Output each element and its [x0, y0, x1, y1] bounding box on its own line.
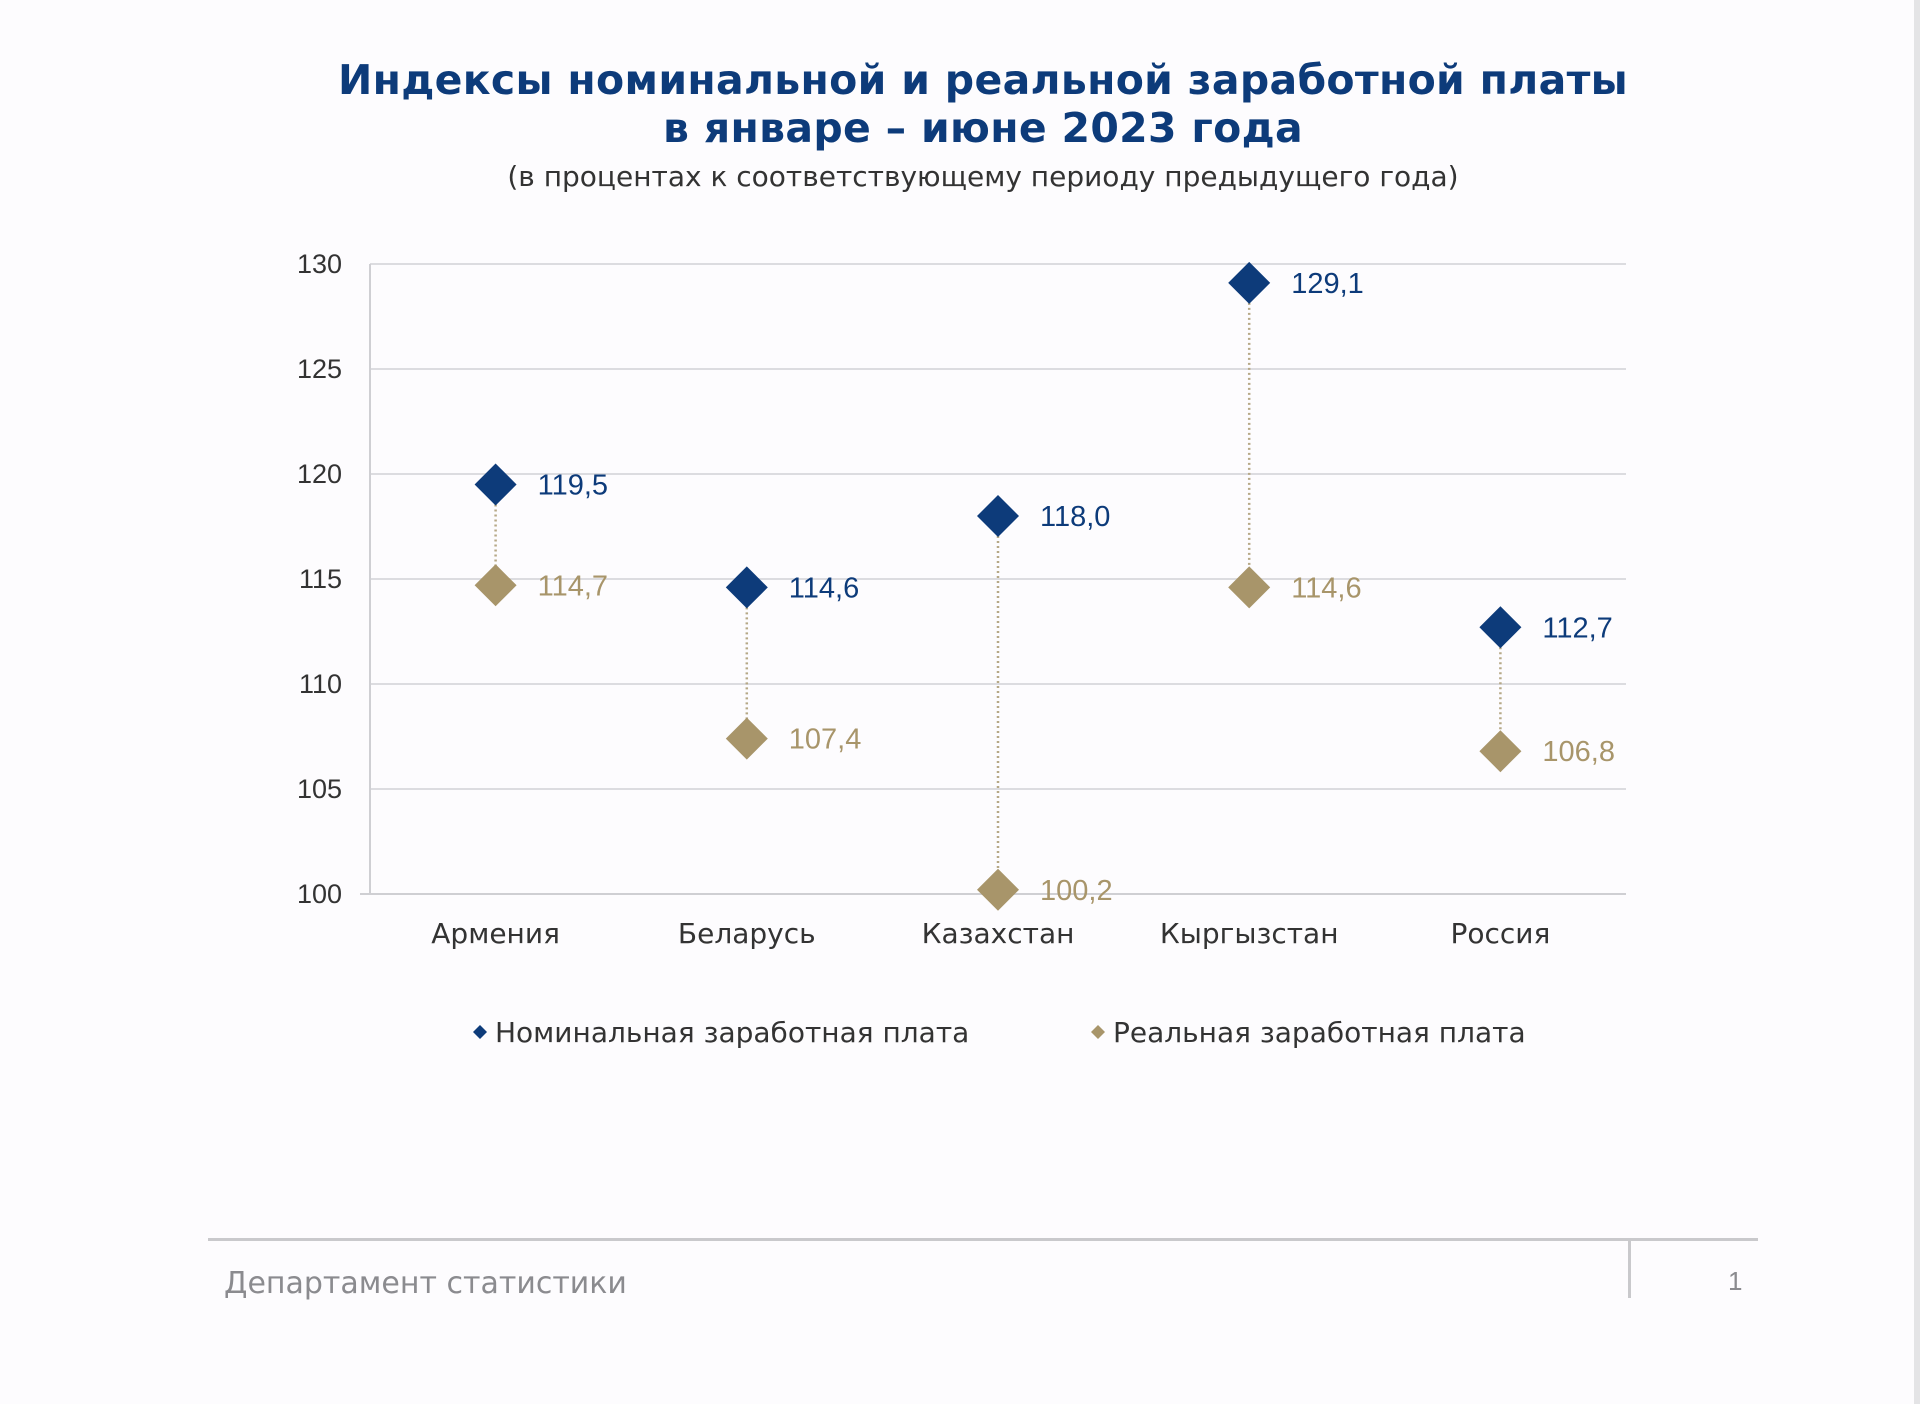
real-marker	[977, 868, 1019, 911]
x-tick-label: Беларусь	[678, 917, 816, 950]
nominal-data-label: 119,5	[538, 470, 608, 502]
real-marker	[1479, 730, 1522, 773]
legend-marker	[473, 1025, 487, 1039]
legend-label: Номинальная заработная плата	[495, 1016, 969, 1049]
real-marker	[474, 564, 517, 607]
x-tick-label: Россия	[1450, 917, 1550, 950]
nominal-marker	[1479, 606, 1522, 649]
nominal-data-label: 112,7	[1542, 612, 1612, 644]
chart-title: Индексы номинальной и реальной заработно…	[337, 56, 1629, 104]
nominal-marker	[474, 463, 517, 506]
nominal-data-label: 114,6	[789, 572, 859, 604]
real-data-label: 100,2	[1040, 875, 1113, 907]
real-marker	[1228, 566, 1271, 609]
footer-department: Департамент статистики	[224, 1266, 627, 1301]
chart-subtitle: (в процентах к соответствующему периоду …	[507, 160, 1459, 193]
legend-marker	[1091, 1025, 1105, 1039]
nominal-marker	[977, 495, 1019, 537]
nominal-data-label: 129,1	[1291, 268, 1364, 300]
y-tick-label: 100	[297, 879, 342, 909]
real-data-label: 106,8	[1542, 736, 1615, 768]
nominal-data-label: 118,0	[1040, 501, 1110, 533]
real-data-label: 114,6	[1291, 572, 1361, 604]
y-tick-label: 125	[297, 354, 342, 384]
footer-divider-tick	[1628, 1238, 1631, 1298]
real-data-label: 114,7	[538, 570, 608, 602]
window-edge	[1914, 0, 1920, 1404]
x-tick-label: Кыргызстан	[1160, 917, 1339, 950]
y-tick-label: 110	[299, 669, 342, 699]
real-marker	[725, 717, 768, 760]
footer-divider	[208, 1238, 1758, 1241]
legend-label: Реальная заработная плата	[1113, 1016, 1526, 1049]
page-number: 1	[1728, 1266, 1743, 1296]
y-tick-label: 130	[297, 249, 342, 279]
y-tick-label: 105	[297, 774, 342, 804]
nominal-marker	[1228, 261, 1271, 304]
x-tick-label: Казахстан	[922, 917, 1075, 950]
real-data-label: 107,4	[789, 724, 862, 756]
nominal-marker	[725, 566, 768, 609]
y-tick-label: 115	[299, 564, 342, 594]
y-tick-label: 120	[297, 459, 342, 489]
x-tick-label: Армения	[431, 917, 560, 950]
chart-title-line2: в январе – июне 2023 года	[663, 104, 1303, 152]
